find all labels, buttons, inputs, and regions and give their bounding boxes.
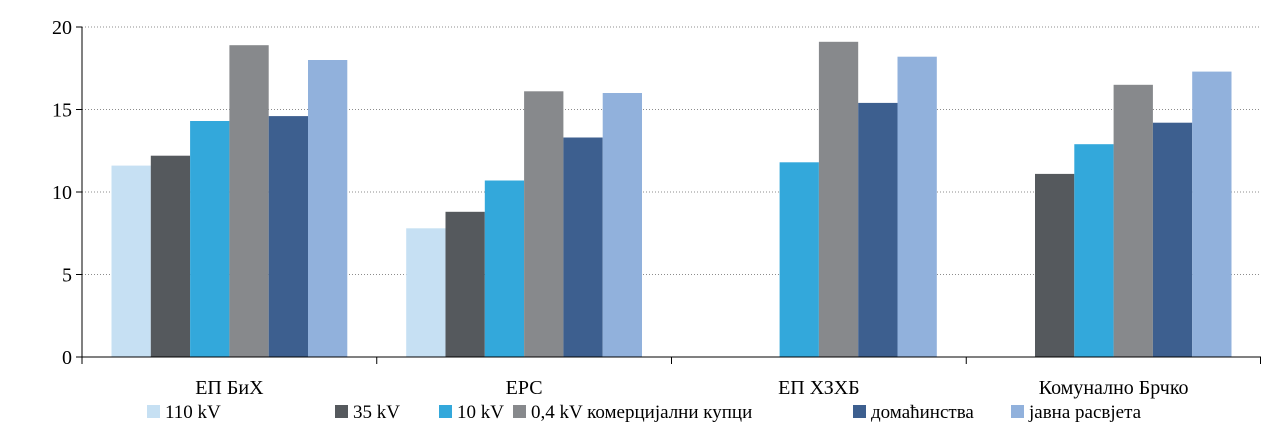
bar-3-2 xyxy=(484,180,525,357)
bar-2-2 xyxy=(445,211,485,357)
bar-1-1 xyxy=(111,165,151,357)
bar-3-3 xyxy=(779,162,819,357)
bar-4-4 xyxy=(1113,84,1153,358)
bar-5-4 xyxy=(1152,122,1193,357)
bar-3-4 xyxy=(1074,144,1114,357)
y-tick-label: 15 xyxy=(52,100,72,122)
bar-2-1 xyxy=(150,155,191,357)
bars xyxy=(111,41,1232,358)
bar-4-3 xyxy=(818,41,859,358)
x-category-label: ЕП БиХ xyxy=(195,377,264,399)
bar-5-1 xyxy=(268,116,308,357)
x-category-label: Комунално Брчко xyxy=(1039,377,1189,399)
bar-4-2 xyxy=(524,91,564,358)
legend-label: 110 kV xyxy=(165,402,221,423)
bar-3-1 xyxy=(190,121,230,357)
x-category-label: ЕРС xyxy=(506,377,543,399)
bar-2-4 xyxy=(1035,173,1075,357)
legend-item: 110 kV xyxy=(147,402,221,423)
legend-label: 35 kV xyxy=(353,402,400,423)
legend-label: домаћинства xyxy=(871,402,974,423)
legend-label: јавна расвјета xyxy=(1028,402,1142,423)
y-tick-label: 5 xyxy=(62,265,72,287)
bar-1-2 xyxy=(406,228,446,357)
bar-5-3 xyxy=(858,102,898,358)
legend-swatch xyxy=(1011,405,1024,418)
legend-swatch xyxy=(147,405,160,418)
bar-6-3 xyxy=(897,56,937,357)
legend-swatch xyxy=(335,405,348,418)
legend: 110 kV 35 kV 10 kV 0,4 kV комерцијални купц… xyxy=(147,402,1142,423)
bar-5-2 xyxy=(563,137,603,357)
legend-swatch xyxy=(853,405,866,418)
legend-label: 10 kV xyxy=(457,402,504,423)
legend-label: 0,4 kV комерцијални купци xyxy=(531,402,752,423)
legend-item: 10 kV xyxy=(439,402,504,423)
bar-4-1 xyxy=(229,45,269,357)
bar-6-2 xyxy=(602,93,642,357)
legend-swatch xyxy=(513,405,526,418)
y-tick-label: 20 xyxy=(52,17,72,39)
legend-item: домаћинства xyxy=(853,402,974,423)
bar-6-4 xyxy=(1192,71,1232,357)
bar-6-1 xyxy=(308,60,348,357)
y-tick-label: 0 xyxy=(62,347,72,369)
legend-swatch xyxy=(439,405,452,418)
y-tick-label: 10 xyxy=(52,182,72,204)
legend-item: јавна расвјета xyxy=(1011,402,1142,423)
axes: 0 5 10 15 20 ЕП БиХ ЕРС ЕП ХЗХБ Комунално Брчко xyxy=(52,17,1261,399)
x-category-label: ЕП ХЗХБ xyxy=(778,377,860,399)
legend-item: 35 kV xyxy=(335,402,400,423)
legend-item: 0,4 kV комерцијални купци xyxy=(513,402,752,423)
